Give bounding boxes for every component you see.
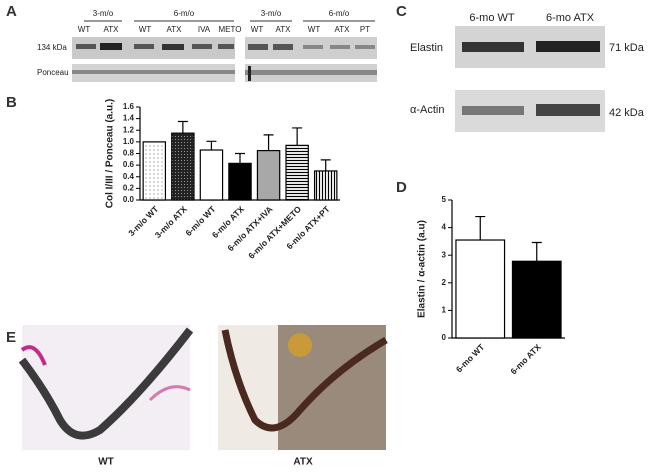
row-label: α-Actin — [410, 104, 444, 116]
lane-label: ATX — [104, 25, 120, 34]
error-bar — [263, 134, 274, 151]
y-axis-title: Col I/III / Ponceau (a.u.) — [105, 99, 116, 208]
y-tick-label: 3 — [442, 250, 447, 259]
panel-label: C — [396, 3, 407, 20]
panel-label: E — [6, 329, 16, 346]
y-tick-label: 1.4 — [123, 114, 135, 123]
row-label: Ponceau — [37, 68, 69, 77]
lane-label: PT — [360, 25, 370, 34]
bar — [228, 162, 252, 201]
y-tick-label: 1.6 — [123, 102, 135, 111]
panel-label: D — [396, 179, 407, 196]
y-tick-label: 0.4 — [123, 172, 135, 181]
image-caption: WT — [98, 457, 114, 468]
error-bar — [292, 127, 303, 146]
bar — [199, 149, 224, 201]
lane-labels: WT ATX WT ATX IVA METO WT ATX WT ATX PT — [78, 25, 370, 34]
error-bar — [206, 140, 217, 151]
y-tick-label: 2 — [442, 278, 447, 287]
error-bar — [475, 215, 486, 241]
y-tick-label: 5 — [442, 195, 447, 204]
error-bar — [177, 120, 188, 134]
column-label: 6-mo ATX — [546, 12, 595, 24]
y-tick-label: 0.8 — [123, 149, 135, 158]
micrograph — [218, 325, 388, 450]
y-axis-title: Elastin / α-actin (a.u) — [417, 220, 428, 318]
y-tick-label: 1.0 — [123, 137, 135, 146]
column-label: 6-mo WT — [469, 12, 515, 24]
y-tick-label: 0 — [442, 333, 447, 342]
y-tick-label: 1 — [442, 306, 447, 315]
y-tick-label: 0.0 — [123, 195, 135, 204]
lane-label: IVA — [198, 25, 211, 34]
row-label: 134 kDa — [37, 43, 67, 52]
lane-label: ATX — [167, 25, 183, 34]
size-label: 71 kDa — [609, 42, 645, 54]
y-tick-label: 4 — [442, 223, 447, 232]
band — [536, 104, 600, 116]
bar — [455, 239, 506, 339]
lane-label: ATX — [335, 25, 351, 34]
lane-label: METO — [219, 25, 242, 34]
blot-gels — [72, 37, 377, 82]
lane-label: WT — [251, 25, 264, 34]
error-bar — [531, 241, 542, 262]
lane-label: WT — [78, 25, 91, 34]
size-label: 42 kDa — [609, 107, 645, 119]
bar — [256, 149, 281, 201]
bar — [285, 144, 309, 201]
bar — [511, 260, 562, 339]
band — [536, 41, 600, 52]
bar — [142, 141, 167, 201]
group-label: 6-m/o — [329, 9, 350, 18]
panel-label: B — [6, 94, 17, 111]
group-label: 3-m/o — [261, 9, 282, 18]
row-label: Elastin — [410, 42, 443, 54]
y-tick-label: 0.2 — [123, 183, 135, 192]
error-bar — [235, 152, 245, 164]
error-bar — [320, 159, 331, 171]
micrograph — [18, 325, 194, 450]
y-tick-label: 1.2 — [123, 125, 135, 134]
lane-label: WT — [308, 25, 321, 34]
group-label: 3-m/o — [93, 9, 114, 18]
bar — [171, 132, 195, 201]
lane-label: WT — [139, 25, 152, 34]
bar — [313, 170, 338, 201]
y-tick-label: 0.6 — [123, 160, 135, 169]
band — [462, 42, 524, 52]
panel-label: A — [6, 3, 17, 20]
lane-label: ATX — [276, 25, 292, 34]
image-caption: ATX — [293, 457, 313, 468]
group-label: 6-m/o — [174, 9, 195, 18]
band — [462, 106, 524, 115]
